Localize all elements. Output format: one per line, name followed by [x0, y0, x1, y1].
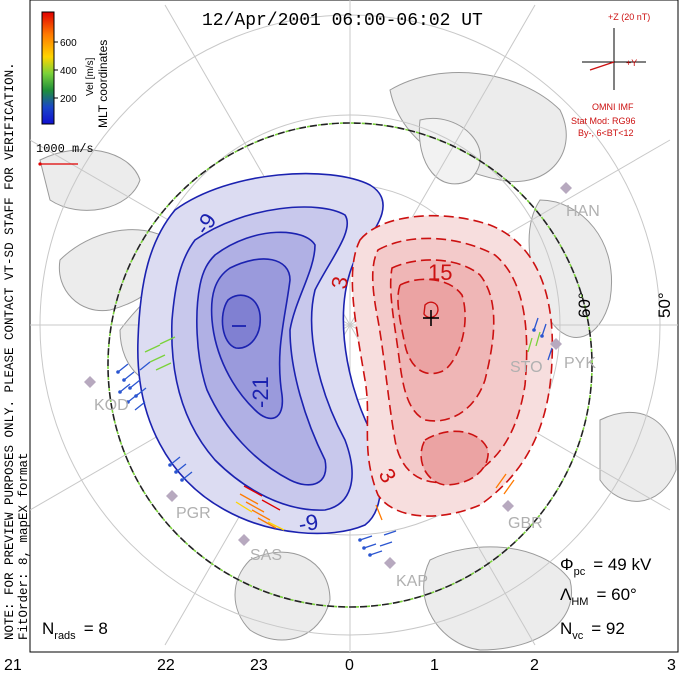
contour-label-pos-outer: 3 — [326, 274, 353, 290]
fit-order-label: FitOrder: 8, mapEX format — [17, 452, 31, 640]
station-label-sas: SAS — [250, 547, 282, 564]
station-marker-kod — [84, 376, 96, 388]
vector-count: Nvc = 92 — [560, 619, 625, 642]
map-title: 12/Apr/2001 06:00-06:02 UT — [202, 11, 483, 31]
mlt-tick-3: 3 — [667, 657, 676, 674]
station-marker-pgr — [166, 490, 178, 502]
positive-potential-cell — [351, 214, 554, 517]
colorbar-tick-200: 200 — [60, 94, 77, 105]
station-label-han: HAN — [566, 203, 600, 220]
radar-count: Nrads = 8 — [42, 619, 108, 642]
colorbar-tick-600: 600 — [60, 38, 77, 49]
station-label-pyk: PYK — [564, 355, 596, 372]
station-marker-kap — [384, 557, 396, 569]
contour-label-neg-bottom: -9 — [297, 509, 321, 537]
station-label-pgr: PGR — [176, 505, 211, 522]
hm-boundary — [107, 122, 593, 608]
scale-vector-origin — [38, 162, 42, 166]
hm-latitude: ΛHM = 60° — [560, 585, 637, 608]
station-marker-sas — [238, 534, 250, 546]
cross-polar-potential: Φpc = 49 kV — [560, 555, 652, 578]
station-label-gbr: GBR — [508, 515, 543, 532]
station-marker-gbr — [502, 500, 514, 512]
negative-potential-cell — [137, 172, 384, 535]
contour-label-neg-mid: -21 — [248, 376, 273, 408]
contour-label-pos-mid: 15 — [428, 260, 452, 285]
coordinates-label: MLT coordinates — [96, 40, 110, 128]
station-label-sto: STO — [510, 359, 543, 376]
mlt-tick-0: 0 — [345, 657, 354, 674]
station-label-kod: KOD — [94, 397, 129, 414]
imf-source: OMNI IMF — [592, 102, 634, 112]
station-label-kap: KAP — [396, 573, 428, 590]
mlt-tick-23: 23 — [250, 657, 268, 674]
imf-vector — [589, 61, 615, 71]
station-markers — [84, 182, 572, 569]
mlt-tick-1: 1 — [430, 657, 439, 674]
velocity-colorbar — [41, 11, 55, 125]
mlt-tick-21: 21 — [4, 657, 22, 674]
scale-vector-label: 1000 m/s — [36, 142, 94, 156]
imf-model: Stat Mod: RG96 — [571, 116, 636, 126]
preview-note: NOTE: FOR PREVIEW PURPOSES ONLY. PLEASE … — [3, 62, 17, 640]
plot-frame — [29, 0, 679, 653]
latitude-label-60: 60° — [575, 292, 594, 318]
colorbar-tick-400: 400 — [60, 66, 77, 77]
colorbar-unit-label: Vel [m/s] — [85, 57, 96, 96]
imf-y-label: +Y — [626, 58, 637, 68]
imf-z-label: +Z (20 nT) — [608, 12, 650, 22]
station-marker-pyk — [550, 338, 562, 350]
station-marker-han — [560, 182, 572, 194]
imf-condition: By-, 6<BT<12 — [578, 128, 634, 138]
mlt-tick-22: 22 — [157, 657, 175, 674]
velocity-vectors — [116, 317, 553, 557]
latitude-label-50: 50° — [655, 292, 674, 318]
mlt-tick-2: 2 — [530, 657, 539, 674]
